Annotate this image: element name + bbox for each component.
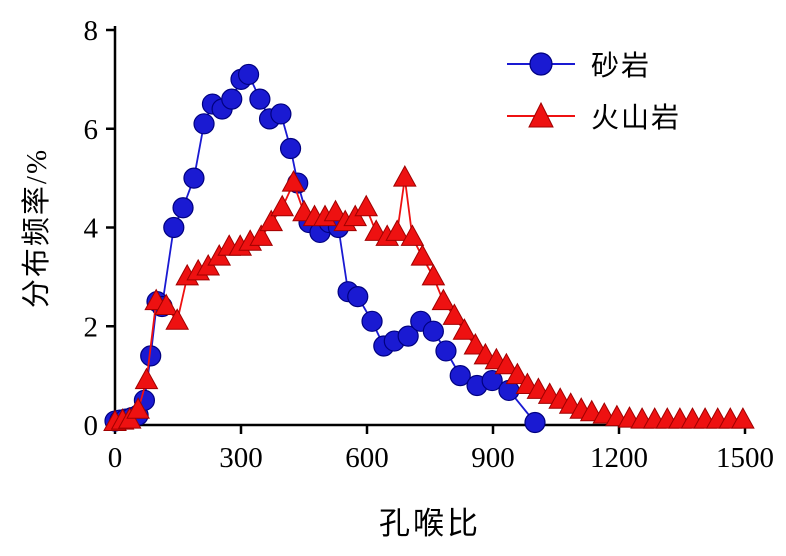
series-line — [114, 177, 743, 424]
x-tick-label: 1200 — [590, 442, 648, 474]
x-axis-ticks: 0 300 600 900 1200 1500 — [108, 425, 774, 474]
circle-marker — [435, 340, 457, 362]
circle-marker — [361, 310, 383, 332]
circle-marker — [163, 216, 185, 239]
triangle-marker — [385, 219, 410, 241]
triangle-marker-icon — [507, 101, 575, 128]
triangle-marker — [421, 263, 446, 286]
circle-marker — [397, 325, 419, 347]
series-sandstone — [104, 63, 546, 434]
x-tick-label: 1500 — [716, 442, 774, 474]
legend-item-sandstone: 砂岩 — [505, 44, 681, 84]
triangle-marker — [270, 194, 295, 217]
series-volcanic — [103, 165, 755, 431]
circle-marker — [270, 103, 292, 125]
circle-marker — [481, 369, 503, 392]
y-tick-label: 2 — [84, 311, 99, 343]
circle-marker — [221, 88, 243, 110]
y-axis-ticks: 0 2 4 6 8 — [84, 15, 115, 442]
x-tick-label: 300 — [219, 442, 263, 474]
triangle-marker — [126, 397, 150, 419]
triangle-marker — [323, 199, 348, 222]
y-tick-label: 6 — [84, 114, 99, 146]
series-line — [114, 73, 536, 424]
triangle-marker — [154, 293, 179, 315]
triangle-marker — [505, 362, 530, 385]
legend-label: 砂岩 — [591, 51, 652, 82]
x-tick-label: 0 — [108, 442, 123, 474]
legend-item-volcanic: 火山岩 — [505, 96, 681, 136]
circle-marker — [422, 320, 444, 342]
circle-marker — [347, 286, 369, 308]
circle-marker — [449, 365, 471, 387]
triangle-marker — [281, 170, 306, 192]
circle-marker — [279, 137, 302, 160]
triangle-marker — [731, 407, 755, 429]
triangle-marker — [452, 318, 477, 340]
triangle-marker — [134, 367, 159, 390]
triangle-marker — [400, 224, 425, 246]
x-axis-title: 孔喉比 — [379, 506, 481, 541]
triangle-marker — [259, 209, 284, 232]
triangle-marker — [249, 224, 274, 246]
y-tick-label: 0 — [84, 410, 99, 442]
triangle-marker — [463, 332, 488, 355]
y-axis-title: 分布频率/% — [21, 147, 53, 309]
triangle-marker — [354, 194, 379, 217]
triangle-marker — [494, 352, 519, 375]
circle-marker — [249, 88, 271, 110]
triangle-marker — [442, 303, 467, 325]
legend-label: 火山岩 — [591, 103, 682, 134]
circle-marker — [172, 197, 194, 219]
circle-marker — [193, 113, 215, 135]
triangle-marker — [165, 308, 190, 330]
circle-marker-icon — [507, 52, 575, 76]
triangle-marker — [410, 244, 435, 266]
circle-marker — [237, 63, 260, 86]
x-tick-label: 900 — [471, 442, 515, 474]
legend: 砂岩 火山岩 — [505, 44, 681, 136]
circle-marker — [183, 167, 205, 189]
y-tick-label: 8 — [84, 15, 99, 47]
triangle-marker — [392, 165, 417, 187]
x-tick-label: 600 — [345, 442, 389, 474]
circle-marker — [524, 411, 546, 434]
y-tick-label: 4 — [84, 213, 99, 245]
triangle-marker — [431, 288, 456, 311]
